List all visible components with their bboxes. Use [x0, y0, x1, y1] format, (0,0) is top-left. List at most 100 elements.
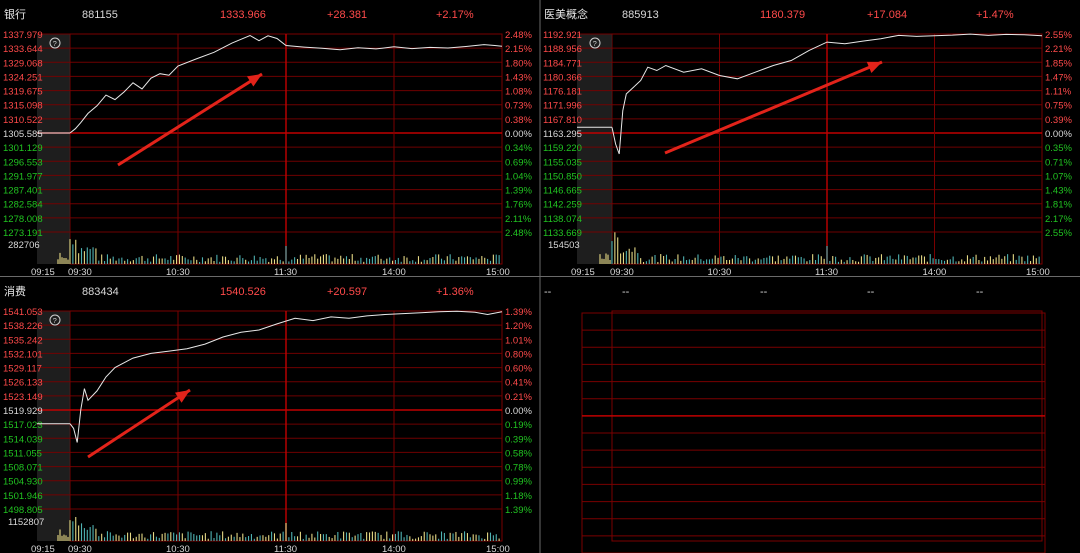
index-change: +20.597 — [327, 286, 367, 298]
index-change-pct: +1.47% — [976, 9, 1014, 21]
pct-axis-label: 1.80% — [505, 58, 532, 69]
price-line — [69, 310, 503, 443]
chart-panel-2: 医美概念 885913 1180.379 +17.084 +1.47% 1192.921 2… — [543, 7, 1072, 278]
pct-axis-label: 1.81% — [1045, 200, 1072, 211]
price-axis-label: 1337.979 — [3, 30, 43, 41]
pct-axis-label: 0.21% — [505, 392, 532, 403]
pct-axis-label: 1.08% — [505, 87, 532, 98]
pct-axis-label: 0.75% — [1045, 101, 1072, 112]
price-axis-label: 1517.023 — [3, 420, 43, 431]
price-axis-label: 1535.242 — [3, 335, 43, 346]
price-line — [611, 33, 1043, 155]
price-axis-label: 1159.220 — [543, 143, 582, 154]
help-icon-glyph: ? — [593, 39, 597, 48]
price-axis-label: 1538.226 — [3, 321, 43, 332]
price-axis-label: 1146.665 — [543, 186, 582, 197]
pct-axis-label: 0.71% — [1045, 157, 1072, 168]
index-code: -- — [622, 286, 630, 298]
price-axis-label: 1324.251 — [3, 72, 43, 83]
index-change-pct: +1.36% — [436, 286, 474, 298]
pct-axis-label: 2.17% — [1045, 214, 1072, 225]
time-axis-label: 11:30 — [274, 544, 297, 553]
pct-axis-label: 1.43% — [1045, 186, 1072, 197]
pct-axis-label: 0.99% — [505, 477, 532, 488]
price-axis-label: 1310.522 — [3, 115, 43, 126]
price-axis-label: 1319.675 — [3, 87, 43, 98]
time-axis-label: 09:15 — [571, 267, 595, 278]
index-price: 1180.379 — [760, 9, 805, 21]
trend-arrow-shaft — [117, 72, 263, 167]
pct-axis-label: 2.48% — [505, 228, 532, 239]
time-axis-label: 10:30 — [166, 267, 190, 278]
preopen-zone — [577, 34, 612, 264]
time-axis-label: 09:30 — [68, 544, 92, 553]
chart-panel-1: 银行 881155 1333.966 +28.381 +2.17% 1337.979 2.4… — [3, 7, 532, 278]
pct-axis-label: 0.39% — [505, 434, 532, 445]
price-axis-label: 1519.929 — [3, 406, 43, 417]
price-axis-label: 1155.035 — [543, 157, 582, 168]
price-axis-label: 1291.977 — [3, 171, 43, 182]
trend-arrow-shaft — [87, 388, 191, 459]
price-axis-label: 1171.996 — [543, 101, 582, 112]
pct-axis-label: 1.04% — [505, 171, 532, 182]
index-price: -- — [760, 286, 768, 298]
pct-axis-label: 0.69% — [505, 157, 532, 168]
pct-axis-label: 0.73% — [505, 101, 532, 112]
price-axis-label: 1133.669 — [543, 228, 582, 239]
help-icon-glyph: ? — [53, 316, 57, 325]
pct-axis-label: 1.18% — [505, 491, 532, 502]
pct-axis-label: 2.11% — [505, 214, 532, 225]
time-axis-label: 11:30 — [815, 267, 838, 278]
pct-axis-label: 1.39% — [505, 307, 532, 318]
index-change: +17.084 — [867, 9, 907, 21]
index-change: +28.381 — [327, 9, 367, 21]
pct-axis-label: 1.39% — [505, 186, 532, 197]
price-axis-label: 1333.644 — [3, 44, 43, 55]
price-axis-label: 1184.771 — [543, 58, 582, 69]
help-icon[interactable] — [589, 37, 601, 49]
trend-arrow-head — [246, 74, 262, 87]
price-axis-label: 1526.133 — [3, 378, 43, 389]
pct-axis-label: 1.85% — [1045, 58, 1072, 69]
price-axis-label: 1180.366 — [543, 72, 582, 83]
index-name: -- — [544, 286, 552, 298]
price-axis-label: 1511.055 — [3, 448, 42, 459]
trend-arrow-head — [866, 61, 882, 73]
price-axis-label: 1541.053 — [3, 307, 43, 318]
pct-axis-label: 1.47% — [1045, 72, 1072, 83]
time-axis-label: 15:00 — [486, 267, 510, 278]
time-axis-label: 14:00 — [923, 267, 947, 278]
pct-axis-label: 0.00% — [1045, 129, 1072, 140]
price-axis-label: 1498.805 — [3, 505, 43, 516]
chart-panel-4: -- -- -- -- -- — [544, 286, 1046, 553]
price-axis-label: 1176.181 — [543, 87, 582, 98]
price-axis-label: 1315.098 — [3, 101, 43, 112]
trend-arrow-head — [175, 390, 190, 403]
index-change-pct: -- — [976, 286, 984, 298]
volume-axis-label: 282706 — [8, 240, 40, 251]
price-axis-label: 1150.850 — [543, 171, 582, 182]
time-axis-label: 14:00 — [382, 544, 406, 553]
price-axis-label: 1514.039 — [3, 434, 43, 445]
price-axis-label: 1273.191 — [3, 228, 43, 239]
preopen-zone — [37, 34, 70, 264]
plot-border — [611, 310, 1043, 542]
time-axis-label: 10:30 — [166, 544, 190, 553]
time-axis-label: 15:00 — [486, 544, 510, 553]
time-axis-label: 09:30 — [68, 267, 92, 278]
pct-axis-label: 0.80% — [505, 349, 532, 360]
pct-axis-label: 0.00% — [505, 129, 532, 140]
time-axis-label: 11:30 — [274, 267, 297, 278]
trend-arrow-shaft — [664, 60, 883, 155]
price-axis-label: 1287.401 — [3, 186, 43, 197]
help-icon[interactable] — [49, 37, 61, 49]
price-axis-label: 1301.129 — [3, 143, 43, 154]
volume-axis-label: 154503 — [548, 240, 580, 251]
time-axis-label: 15:00 — [1026, 267, 1050, 278]
index-price: 1333.966 — [220, 9, 266, 21]
help-icon[interactable] — [49, 314, 61, 326]
time-axis-label: 09:15 — [31, 544, 55, 553]
price-axis-label: 1508.071 — [3, 463, 43, 474]
time-axis-label: 14:00 — [382, 267, 406, 278]
